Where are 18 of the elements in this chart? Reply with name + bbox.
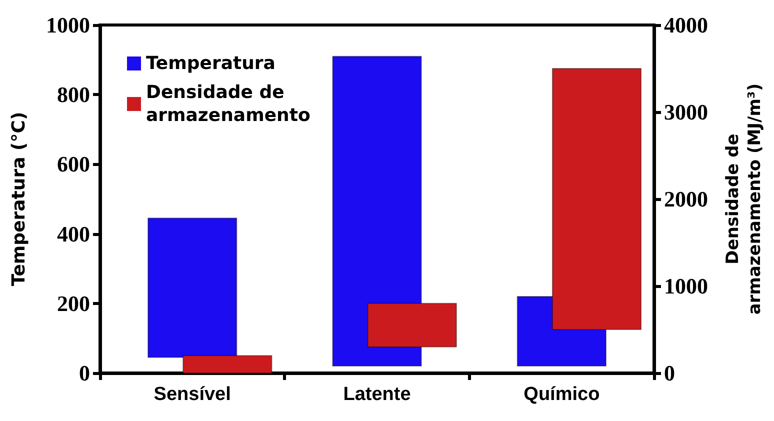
- y2-tick-label: 1000: [664, 274, 708, 298]
- x-tick-label: Químico: [524, 384, 600, 405]
- legend-label: Densidade de armazenamento: [146, 82, 310, 126]
- y-tick-label: 200: [57, 290, 90, 316]
- y-tick-label: 0: [79, 360, 90, 386]
- y2-tick-label: 2000: [664, 186, 708, 212]
- y-tick-label: 800: [57, 82, 90, 108]
- y2-axis-title: Densidade de armazenamento (MJ/m³): [723, 83, 765, 315]
- y-tick-label: 600: [57, 152, 90, 177]
- legend-label: Temperatura: [146, 53, 276, 74]
- y2-tick-label: 4000: [664, 12, 708, 38]
- y-tick-label: 1000: [46, 12, 90, 38]
- x-tick-label: Latente: [343, 384, 411, 405]
- x-tick-label: Sensível: [154, 384, 231, 405]
- y-tick-label: 400: [57, 221, 90, 246]
- y2-tick-label: 0: [664, 360, 675, 386]
- y-axis-title: Temperatura (°C): [8, 112, 30, 286]
- y2-tick-label: 3000: [664, 100, 708, 124]
